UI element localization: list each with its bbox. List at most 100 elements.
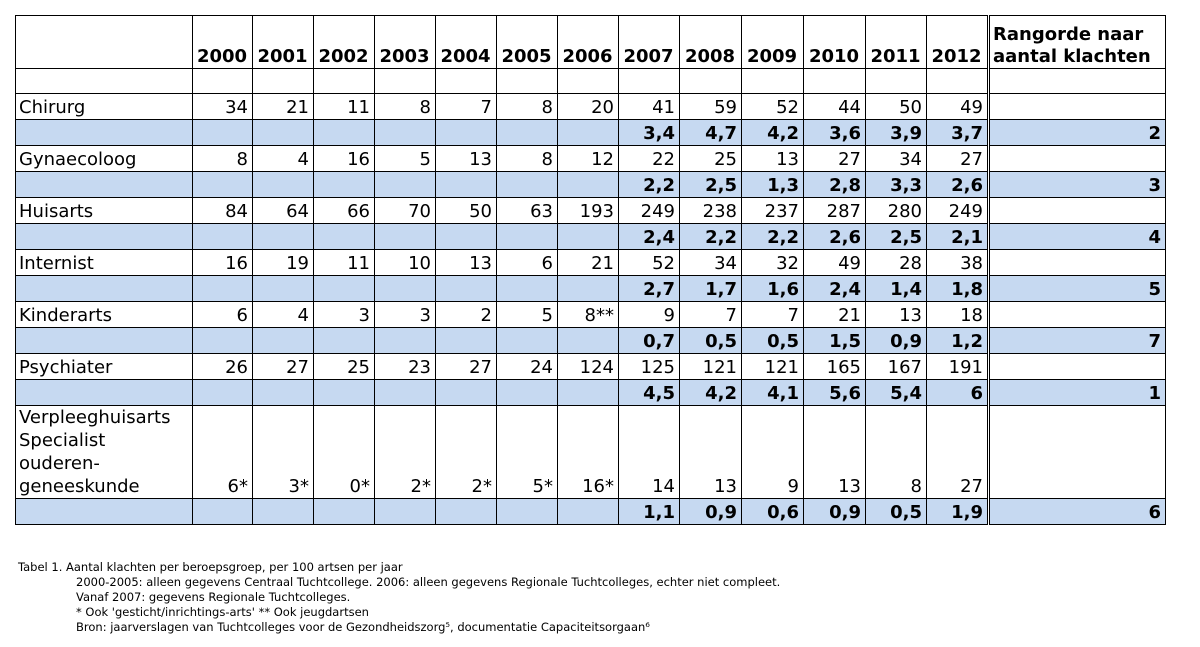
profession-name: Chirurg (15, 93, 193, 120)
per100-cell: 1,2 (926, 327, 989, 354)
per100-label-cell (15, 498, 193, 525)
per100-cell (496, 119, 558, 146)
rank-cell: 2 (987, 119, 1166, 146)
per100-cell (252, 327, 314, 354)
per100-label-cell (15, 327, 193, 354)
complaint-count-cell: 3* (252, 405, 314, 499)
year-header: 2006 (557, 15, 619, 69)
complaint-count-cell: 84 (192, 197, 253, 224)
complaint-count-cell: 49 (803, 249, 866, 276)
per100-cell (374, 327, 436, 354)
per100-cell (313, 119, 375, 146)
count-row: Internist 16 19 11 10 13 6 21 52 34 32 49 28 38 (15, 249, 1166, 276)
complaint-count-cell: 13 (435, 145, 497, 172)
per100-cell (557, 498, 619, 525)
profession-name: Gynaecoloog (15, 145, 193, 172)
per100-cell: 0,5 (865, 498, 927, 525)
complaint-count-cell: 10 (374, 249, 436, 276)
per100-cell (192, 223, 253, 250)
complaint-count-cell: 121 (679, 353, 742, 380)
complaint-count-cell: 2* (435, 405, 497, 499)
complaint-count-cell: 16 (192, 249, 253, 276)
per100-row: 3,4 4,7 4,2 3,6 3,9 3,7 2 (15, 119, 1166, 146)
complaint-count-cell: 11 (313, 93, 375, 120)
per100-cell: 3,3 (865, 171, 927, 198)
complaint-count-cell: 8 (192, 145, 253, 172)
complaint-count-cell: 125 (618, 353, 680, 380)
complaint-count-cell: 21 (252, 93, 314, 120)
complaint-count-cell: 13 (865, 301, 927, 328)
complaint-count-cell: 27 (803, 145, 866, 172)
per100-label-cell (15, 275, 193, 302)
complaint-count-cell: 52 (618, 249, 680, 276)
per100-cell: 1,5 (803, 327, 866, 354)
per100-cell: 1,4 (865, 275, 927, 302)
per100-cell (496, 171, 558, 198)
per100-cell: 1,3 (741, 171, 804, 198)
per100-cell (192, 171, 253, 198)
complaint-count-cell: 13 (679, 405, 742, 499)
per100-cell: 5,4 (865, 379, 927, 406)
year-header: 2009 (741, 15, 804, 69)
complaint-count-cell: 237 (741, 197, 804, 224)
spacer-row (15, 68, 1166, 94)
complaint-count-cell: 124 (557, 353, 619, 380)
complaint-count-cell: 5 (374, 145, 436, 172)
complaint-count-cell: 34 (865, 145, 927, 172)
complaint-count-cell: 41 (618, 93, 680, 120)
complaint-count-cell: 3 (313, 301, 375, 328)
complaint-count-cell: 27 (435, 353, 497, 380)
count-row: Verpleeghuisarts Specialist ouderen-gene… (15, 405, 1166, 499)
complaint-count-cell: 8 (865, 405, 927, 499)
rank-empty-cell (987, 93, 1166, 120)
complaint-count-cell: 193 (557, 197, 619, 224)
per100-cell (496, 223, 558, 250)
per100-cell: 1,9 (926, 498, 989, 525)
per100-cell (374, 171, 436, 198)
table-caption: Tabel 1. Aantal klachten per beroepsgroe… (18, 560, 403, 574)
per100-row: 0,7 0,5 0,5 1,5 0,9 1,2 7 (15, 327, 1166, 354)
per100-cell (374, 119, 436, 146)
complaint-count-cell: 21 (557, 249, 619, 276)
per100-cell (435, 498, 497, 525)
per100-cell: 2,5 (865, 223, 927, 250)
complaint-count-cell: 6 (192, 301, 253, 328)
per100-cell: 2,6 (926, 171, 989, 198)
per100-cell (557, 379, 619, 406)
complaints-table-container: 2000 2001 2002 2003 2004 2005 2006 2007 … (15, 15, 1166, 525)
complaint-count-cell: 25 (679, 145, 742, 172)
header-row: 2000 2001 2002 2003 2004 2005 2006 2007 … (15, 15, 1166, 69)
complaint-count-cell: 6 (496, 249, 558, 276)
per100-cell (192, 327, 253, 354)
per100-cell: 1,7 (679, 275, 742, 302)
per100-cell: 3,9 (865, 119, 927, 146)
per100-cell: 1,8 (926, 275, 989, 302)
per100-cell: 3,6 (803, 119, 866, 146)
per100-cell: 4,2 (741, 119, 804, 146)
per100-cell: 0,9 (679, 498, 742, 525)
complaint-count-cell: 23 (374, 353, 436, 380)
per100-cell (435, 327, 497, 354)
complaint-count-cell: 8 (496, 93, 558, 120)
per100-cell (313, 171, 375, 198)
complaint-count-cell: 27 (926, 405, 989, 499)
per100-cell: 0,7 (618, 327, 680, 354)
per100-cell (252, 379, 314, 406)
per100-cell: 0,9 (803, 498, 866, 525)
complaint-count-cell: 165 (803, 353, 866, 380)
complaint-count-cell: 8 (374, 93, 436, 120)
rank-empty-cell (987, 249, 1166, 276)
per100-cell: 3,4 (618, 119, 680, 146)
per100-cell (313, 498, 375, 525)
complaint-count-cell: 8** (557, 301, 619, 328)
per100-cell (313, 275, 375, 302)
complaint-count-cell: 13 (435, 249, 497, 276)
profession-name: Internist (15, 249, 193, 276)
per100-cell (435, 275, 497, 302)
per100-cell (557, 275, 619, 302)
profession-name: Kinderarts (15, 301, 193, 328)
complaint-count-cell: 249 (926, 197, 989, 224)
per100-cell: 4,1 (741, 379, 804, 406)
complaint-count-cell: 7 (741, 301, 804, 328)
complaint-count-cell: 27 (926, 145, 989, 172)
